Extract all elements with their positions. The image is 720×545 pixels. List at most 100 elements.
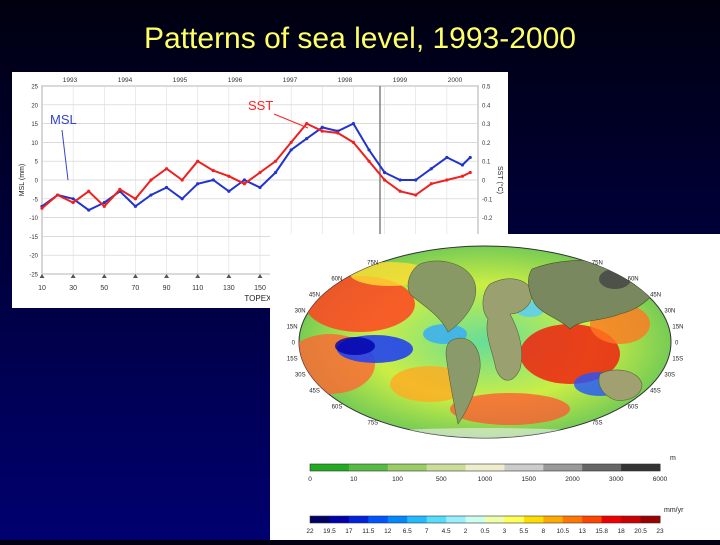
lat-label-left: 75S (367, 421, 378, 427)
y-tick-right: 0.3 (482, 122, 491, 128)
colorbar-swatch (465, 516, 486, 523)
x-tick-label: 70 (132, 285, 140, 292)
colorbar-tick-label: 20.5 (634, 528, 647, 535)
data-point-msl (180, 197, 184, 201)
data-point-msl (71, 197, 75, 201)
top-year-label: 1997 (283, 77, 298, 84)
y-tick-left: -5 (33, 197, 39, 203)
x-tick-marker (257, 274, 263, 278)
data-point-msl (289, 148, 293, 152)
x-tick-marker (132, 274, 138, 278)
data-point-msl (258, 185, 262, 190)
colorbar-tick-label: 23 (656, 528, 664, 535)
data-point-sst (164, 167, 169, 171)
y-tick-left: 20 (31, 103, 38, 109)
colorbar-tick-label: 15.8 (595, 528, 608, 535)
x-tick-label: 150 (254, 285, 266, 292)
data-point-msl (305, 137, 309, 141)
data-point-msl (133, 204, 138, 208)
data-point-sst (180, 178, 184, 182)
x-tick-marker (39, 274, 45, 278)
data-point-msl (102, 200, 106, 205)
x-tick-label: 50 (100, 285, 108, 292)
data-point-sst (258, 170, 262, 175)
lat-label-left: 30S (295, 373, 306, 379)
data-point-msl (196, 182, 200, 186)
colorbar-unit: mm/yr (664, 507, 684, 514)
y-tick-left: -10 (29, 216, 38, 222)
data-point-sst (242, 182, 247, 186)
colorbar-tick-label: 5.5 (519, 528, 528, 535)
y-tick-left: -15 (29, 235, 38, 241)
data-point-sst (351, 140, 356, 144)
colorbar-tick-label: 3000 (609, 476, 624, 483)
colorbar-swatch (407, 516, 428, 523)
top-year-label: 1998 (338, 77, 353, 84)
data-point-msl (320, 125, 324, 129)
colorbar-unit: m (670, 455, 676, 462)
colorbar-frame (309, 463, 661, 472)
colorbar-tick-label: 10 (350, 476, 358, 483)
lat-label-right: 45S (650, 389, 661, 395)
data-point-sst (273, 159, 278, 163)
data-point-sst (460, 174, 465, 178)
top-year-label: 1994 (118, 77, 133, 84)
data-point-sst (398, 189, 402, 193)
data-point-sst (55, 193, 60, 197)
colorbar-swatch (387, 516, 408, 523)
colorbar-tick-label: 22 (306, 528, 314, 535)
colorbar-swatch (523, 516, 544, 523)
lat-label-left: 45N (309, 293, 320, 299)
x-tick-marker (101, 274, 107, 278)
data-point-sst (87, 189, 91, 193)
top-year-label: 1993 (63, 77, 78, 84)
colorbar-tick-label: 0 (308, 476, 312, 483)
colorbar-swatch (310, 464, 350, 471)
sea-level-trend-map: 75N 60N 45N 30N 15N 0 15S 30S 45S 60S 75S 75N 60N 45N… (270, 234, 720, 540)
lat-label-right: 75N (592, 261, 603, 267)
data-point-sst (336, 131, 340, 135)
y-tick-right: -0.2 (482, 216, 493, 222)
colorbar-swatch (348, 464, 389, 471)
data-point-msl (367, 148, 371, 152)
data-point-msl (468, 155, 472, 160)
lat-label-right: 45N (650, 293, 661, 299)
lat-label-right: 30S (664, 373, 675, 379)
data-point-sst (367, 159, 371, 163)
data-point-msl (398, 178, 402, 182)
top-year-label: 1999 (393, 77, 408, 84)
colorbar-swatch (426, 464, 467, 471)
y-tick-left: -25 (29, 273, 38, 279)
lat-label-left: 15N (287, 325, 298, 331)
colorbar-swatch (348, 516, 369, 523)
data-point-msl (164, 185, 169, 190)
data-point-sst (118, 187, 122, 191)
x-tick-marker (195, 274, 201, 278)
colorbar-tick-label: 18 (617, 528, 625, 535)
colorbar-tick-label: 19.5 (323, 528, 336, 535)
data-point-sst (468, 170, 472, 175)
data-point-msl (211, 178, 215, 182)
colorbar-swatch (504, 516, 525, 523)
lat-label-right: 15S (672, 357, 683, 363)
lat-label-right: 30N (664, 309, 675, 315)
colorbar-swatch (601, 516, 622, 523)
colorbar-tick-label: 1500 (522, 476, 537, 483)
lat-label-left: 60S (332, 405, 343, 411)
y-tick-right: 0 (482, 179, 486, 185)
colorbar-swatch (640, 516, 661, 523)
colorbar-tick-label: 7 (425, 528, 429, 535)
colorbar-swatch (621, 464, 661, 471)
colorbar-tick-label: 100 (392, 476, 403, 483)
colorbar-tick-label: 2 (464, 528, 468, 535)
x-tick-marker (164, 274, 170, 278)
data-point-sst (149, 178, 153, 182)
lat-label-left: 30N (295, 309, 306, 315)
y-tick-left: 25 (31, 85, 38, 91)
y-tick-right: -0.1 (482, 197, 493, 203)
colorbar-tick-label: 500 (436, 476, 447, 483)
colorbar-tick-label: 0.5 (480, 528, 489, 535)
colorbar-tick-label: 13 (579, 528, 587, 535)
data-point-sst (289, 140, 293, 144)
x-tick-label: 130 (223, 285, 235, 292)
